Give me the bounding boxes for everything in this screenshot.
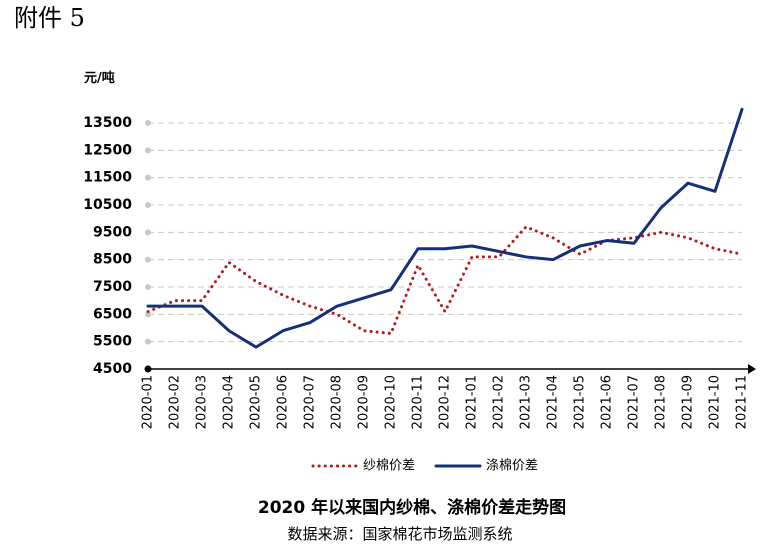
x-tick-label: 2021-08 xyxy=(654,375,669,429)
attachment-label: 附件 5 xyxy=(14,4,85,32)
x-tick-label: 2021-01 xyxy=(465,375,480,429)
grid-dot xyxy=(145,284,151,290)
x-tick-label: 2020-05 xyxy=(249,375,264,429)
y-tick-label: 8500 xyxy=(93,252,132,268)
x-tick-label: 2020-07 xyxy=(303,375,318,429)
x-tick-label: 2021-04 xyxy=(546,375,561,429)
x-tick-label: 2020-02 xyxy=(168,375,183,429)
x-tick-label: 2020-09 xyxy=(357,375,372,429)
y-tick-label: 12500 xyxy=(83,142,132,158)
y-tick-label: 5500 xyxy=(93,334,132,350)
y-tick-label: 9500 xyxy=(93,224,132,240)
x-tick-label: 2020-12 xyxy=(438,375,453,429)
x-tick-label: 2020-03 xyxy=(195,375,210,429)
chart-title: 2020 年以来国内纱棉、涤棉价差走势图 xyxy=(258,497,566,518)
x-tick-label: 2020-11 xyxy=(411,375,426,429)
series-line xyxy=(146,225,744,335)
y-tick-label: 13500 xyxy=(83,115,132,131)
legend-label: 纱棉价差 xyxy=(363,459,415,474)
grid-dot xyxy=(145,311,151,318)
x-tick-label: 2021-02 xyxy=(492,375,507,429)
grid-dot xyxy=(145,202,151,208)
x-tick-label: 2021-03 xyxy=(519,375,534,429)
x-tick-label: 2020-04 xyxy=(222,375,237,429)
grid-dot xyxy=(145,174,151,181)
grid-dot xyxy=(145,338,151,345)
grid-dot xyxy=(145,256,151,263)
y-tick-label: 11500 xyxy=(83,170,132,186)
grid-dot xyxy=(145,120,151,126)
x-axis-arrow xyxy=(748,364,756,374)
y-tick-label: 6500 xyxy=(93,306,132,322)
y-axis-label: 元/吨 xyxy=(84,70,115,86)
grid-dot xyxy=(145,229,151,236)
source: 数据来源：国家棉花市场监测系统 xyxy=(287,525,512,543)
x-tick-label: 2021-11 xyxy=(735,375,750,429)
legend-label: 涤棉价差 xyxy=(486,459,538,474)
x-tick-label: 2021-09 xyxy=(681,375,696,429)
x-tick-label: 2021-05 xyxy=(573,375,588,429)
x-tick-label: 2021-06 xyxy=(600,375,615,429)
x-tick-label: 2020-01 xyxy=(141,375,156,429)
x-tick-label: 2021-07 xyxy=(627,375,642,429)
y-tick-label: 4500 xyxy=(93,361,132,377)
y-tick-label: 7500 xyxy=(93,279,132,295)
x-tick-label: 2021-10 xyxy=(708,375,723,429)
grid-dot xyxy=(145,147,151,154)
x-tick-label: 2020-10 xyxy=(384,375,399,429)
x-tick-label: 2020-06 xyxy=(276,375,291,429)
x-tick-label: 2020-08 xyxy=(330,375,345,429)
series-line xyxy=(146,107,744,349)
y-tick-label: 10500 xyxy=(83,197,132,213)
